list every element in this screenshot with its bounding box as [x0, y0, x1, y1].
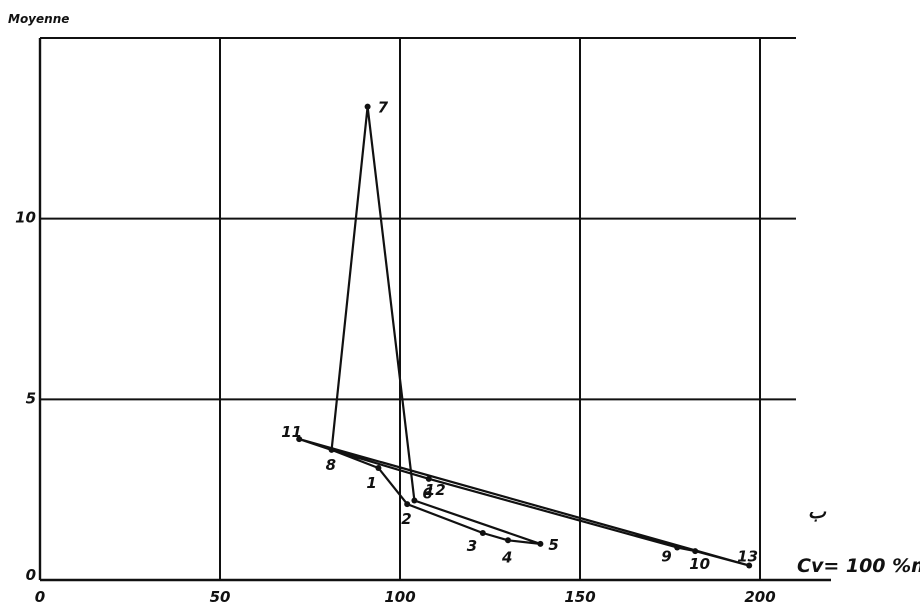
x-tick-label-0: 0 — [35, 588, 45, 605]
point-label-4: 4 — [501, 548, 512, 566]
side-mark: ب — [808, 501, 827, 523]
data-point-9 — [674, 544, 681, 551]
data-point-8 — [328, 446, 335, 453]
data-point-2 — [404, 501, 411, 508]
y-tick-label-10: 10 — [15, 209, 36, 227]
point-label-2: 2 — [401, 510, 411, 528]
x-tick-label-100: 100 — [384, 588, 415, 605]
point-label-13: 13 — [737, 548, 758, 566]
x-tick-label-200: 200 — [744, 588, 775, 605]
point-label-5: 5 — [548, 536, 558, 554]
point-label-6: 6 — [422, 485, 432, 503]
grid — [40, 37, 796, 580]
data-point-11 — [296, 436, 303, 443]
point-label-1: 1 — [366, 474, 376, 492]
data-point-12 — [425, 475, 432, 482]
point-label-7: 7 — [378, 99, 389, 117]
point-label-9: 9 — [661, 547, 671, 565]
x-axis-label: Cv= 100 %m — [797, 555, 920, 577]
data-point-13 — [746, 562, 753, 569]
point-label-3: 3 — [467, 537, 477, 555]
data-point-3 — [479, 530, 486, 537]
y-tick-label-0: 0 — [26, 566, 36, 584]
data-point-10 — [692, 548, 699, 555]
x-tick-label-50: 50 — [210, 588, 231, 605]
series-path — [298, 105, 751, 567]
y-axis-label: Moyenne — [8, 12, 69, 26]
x-tick-label-150: 150 — [564, 588, 595, 605]
data-point-6 — [411, 497, 418, 504]
labels: Moyenne Cv= 100 %m ب 0 50 100 150 2000510123… — [8, 12, 920, 605]
data-point-4 — [505, 537, 511, 544]
points — [296, 103, 753, 569]
point-label-10: 10 — [689, 555, 710, 573]
y-tick-label-5: 5 — [26, 389, 36, 407]
point-label-12: 12 — [425, 481, 446, 499]
axes — [38, 38, 831, 582]
data-point-5 — [537, 540, 544, 547]
data-point-7 — [364, 103, 371, 110]
data-point-1 — [375, 464, 382, 471]
point-label-8: 8 — [326, 456, 336, 474]
point-label-11: 11 — [281, 423, 302, 441]
series-line — [298, 105, 751, 567]
